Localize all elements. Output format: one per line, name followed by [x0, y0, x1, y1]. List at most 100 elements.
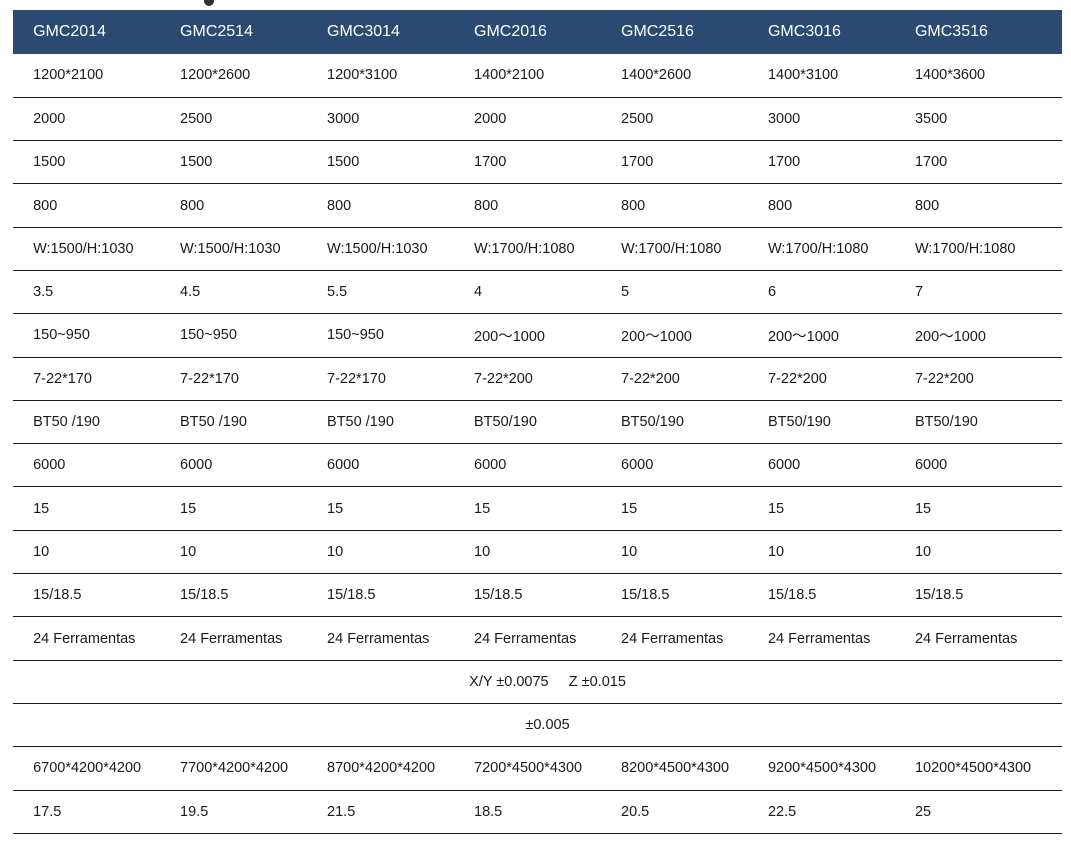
table-cell: 1200*2600	[180, 54, 328, 98]
table-cell: 20.5	[621, 790, 768, 834]
table-cell: 3500	[914, 97, 1062, 142]
column-header: GMC2516	[621, 23, 694, 40]
table-cell: 1500	[180, 140, 328, 185]
table-cell: 19.5	[180, 790, 328, 834]
column-header: GMC2016	[474, 23, 547, 40]
table-cell: 200～1000	[767, 313, 915, 358]
table-cell: 3000	[767, 97, 915, 142]
table-cell: 1200*2100	[33, 54, 181, 98]
table-row: 150~950 150~950 150~950 200～1000 200～1000 200…	[13, 313, 1062, 358]
table-cell: 25	[914, 790, 1062, 834]
table-cell: 6700*4200*4200	[33, 746, 181, 791]
table-cell: 10	[914, 530, 1062, 575]
table-cell: 8700*4200*4200	[327, 746, 475, 791]
table-cell: 24 Ferramentas	[621, 616, 768, 661]
table-row: 6700*4200*4200 7700*4200*4200 8700*4200*42…	[13, 746, 1062, 791]
row-spacer	[13, 486, 34, 531]
table-cell: BT50 /190	[327, 400, 475, 445]
table-cell: 15	[767, 486, 915, 531]
table-cell: 5.5	[327, 270, 475, 315]
row-spacer	[13, 357, 34, 401]
table-cell: 15	[474, 486, 621, 531]
table-body: 1200*2100 1200*2600 1200*3100 1400*2100 1400…	[13, 54, 1062, 834]
table-row: 7-22*170 7-22*170 7-22*170 7-22*200 7-22*200…	[13, 357, 1062, 401]
spec-table: GMC2014 GMC2514 GMC3014 GMC2016 GMC2516 GMC30…	[13, 10, 1062, 834]
row-spacer	[13, 227, 34, 271]
table-row: 1500 1500 1500 1700 1700 1700 1700	[13, 140, 1062, 185]
column-header: GMC2014	[33, 23, 106, 40]
table-cell: 7-22*170	[180, 357, 328, 401]
table-header: GMC2014 GMC2514 GMC3014 GMC2016 GMC2516 GMC30…	[13, 10, 1062, 54]
table-cell: 10	[180, 530, 328, 575]
table-cell: 18.5	[474, 790, 621, 834]
table-row: 800 800 800 800 800 800 800	[13, 183, 1062, 228]
table-cell: 5	[621, 270, 768, 315]
table-cell: 2500	[180, 97, 328, 142]
row-spacer	[13, 54, 34, 98]
table-cell: 24 Ferramentas	[180, 616, 328, 661]
row-spacer	[13, 746, 34, 791]
table-cell: 4	[474, 270, 621, 315]
table-cell: 9200*4500*4300	[767, 746, 915, 791]
table-cell: 7-22*170	[33, 357, 181, 401]
table-cell: 10	[474, 530, 621, 575]
column-header: GMC2514	[180, 23, 253, 40]
table-cell: 150~950	[327, 313, 475, 358]
table-cell: 7700*4200*4200	[180, 746, 328, 791]
table-cell: 7200*4500*4300	[474, 746, 621, 791]
row-spacer	[13, 400, 34, 445]
row-spacer	[13, 443, 34, 488]
table-row: W:1500/H:1030 W:1500/H:1030 W:1500/H:1030 W…	[13, 227, 1062, 271]
row-spacer	[13, 270, 34, 315]
table-cell: 2000	[33, 97, 181, 142]
table-cell: 3000	[327, 97, 475, 142]
table-row: 10 10 10 10 10 10 10	[13, 530, 1062, 575]
table-cell: 7-22*200	[474, 357, 621, 401]
merged-cell: ±0.005	[33, 703, 1062, 748]
table-cell: 15	[33, 486, 181, 531]
table-row: X/Y ±0.0075 Z ±0.015	[13, 660, 1062, 704]
table-cell: W:1700/H:1080	[914, 227, 1062, 271]
table-cell: 7-22*200	[914, 357, 1062, 401]
table-cell: 6000	[621, 443, 768, 488]
table-row: 15/18.5 15/18.5 15/18.5 15/18.5 15/18.5 15/18…	[13, 573, 1062, 618]
table-cell: 6000	[474, 443, 621, 488]
merged-cell: X/Y ±0.0075 Z ±0.015	[33, 660, 1062, 704]
table-cell: 6000	[767, 443, 915, 488]
table-cell: 10	[621, 530, 768, 575]
table-cell: BT50/190	[767, 400, 915, 445]
table-cell: 800	[474, 183, 621, 228]
table-cell: 6000	[914, 443, 1062, 488]
table-cell: 15	[327, 486, 475, 531]
table-cell: 1400*2600	[621, 54, 768, 98]
table-cell: 6000	[33, 443, 181, 488]
table-cell: 15	[621, 486, 768, 531]
row-spacer	[13, 660, 34, 704]
table-row: 24 Ferramentas 24 Ferramentas 24 Ferrament…	[13, 616, 1062, 661]
row-spacer	[13, 140, 34, 185]
table-row: 3.5 4.5 5.5 4 5 6 7	[13, 270, 1062, 315]
table-cell: W:1500/H:1030	[327, 227, 475, 271]
table-cell: 15	[180, 486, 328, 531]
table-cell: 24 Ferramentas	[474, 616, 621, 661]
table-cell: 7-22*170	[327, 357, 475, 401]
table-cell: 3.5	[33, 270, 181, 315]
column-header: GMC3014	[327, 23, 400, 40]
table-cell: 15/18.5	[180, 573, 328, 618]
table-cell: 1700	[474, 140, 621, 185]
table-cell: 800	[180, 183, 328, 228]
table-cell: BT50 /190	[180, 400, 328, 445]
table-cell: 6000	[180, 443, 328, 488]
row-spacer	[13, 573, 34, 618]
table-cell: 10	[767, 530, 915, 575]
table-cell: 10	[33, 530, 181, 575]
row-spacer	[13, 313, 34, 358]
row-spacer	[13, 790, 34, 834]
table-cell: BT50/190	[621, 400, 768, 445]
table-cell: 24 Ferramentas	[33, 616, 181, 661]
table-cell: 200～1000	[914, 313, 1062, 358]
table-cell: 24 Ferramentas	[767, 616, 915, 661]
table-cell: 1400*2100	[474, 54, 621, 98]
table-cell: BT50/190	[474, 400, 621, 445]
table-row: ±0.005	[13, 703, 1062, 748]
